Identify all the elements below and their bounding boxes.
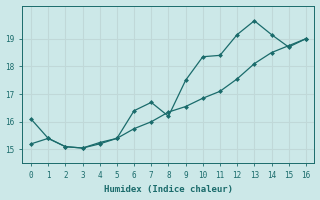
X-axis label: Humidex (Indice chaleur): Humidex (Indice chaleur) [104,185,233,194]
